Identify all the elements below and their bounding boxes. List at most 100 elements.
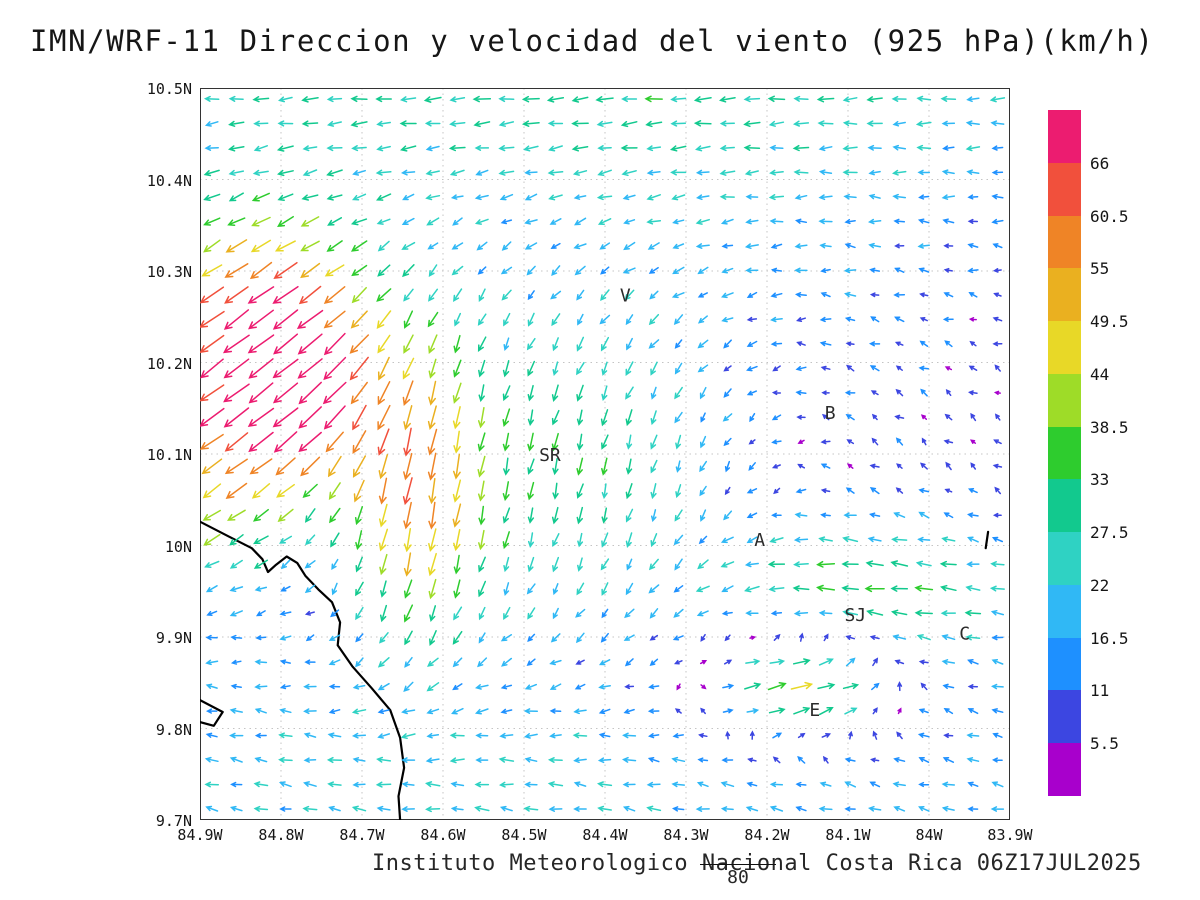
wind-arrow xyxy=(871,682,880,691)
wind-arrow xyxy=(795,390,807,396)
wind-arrow xyxy=(623,634,635,641)
wind-arrow xyxy=(377,381,391,406)
wind-arrow xyxy=(474,218,489,225)
wind-arrow xyxy=(503,606,511,621)
wind-arrow xyxy=(941,536,956,543)
colorbar-segment xyxy=(1048,426,1081,480)
wind-arrow xyxy=(205,805,219,812)
chart-title: IMN/WRF-11 Direccion y velocidad del vie… xyxy=(30,24,1155,58)
wind-arrow xyxy=(918,511,930,519)
wind-arrow xyxy=(575,632,585,644)
wind-arrow xyxy=(472,95,492,103)
wind-arrow xyxy=(967,194,979,200)
wind-arrow xyxy=(453,579,461,599)
wind-arrow xyxy=(700,633,706,642)
wind-arrow xyxy=(797,732,806,739)
wind-arrow xyxy=(548,194,563,201)
wind-arrow xyxy=(223,358,250,379)
wind-arrow xyxy=(502,360,510,378)
wind-arrow xyxy=(521,95,540,103)
wind-arrow xyxy=(773,633,781,641)
wind-arrow xyxy=(894,316,905,323)
wind-arrow xyxy=(624,608,635,619)
wind-arrow xyxy=(870,757,880,763)
wind-arrow xyxy=(452,657,463,668)
wind-arrow xyxy=(323,405,346,430)
wind-arrow xyxy=(502,432,510,452)
wind-arrow xyxy=(770,292,783,298)
wind-arrow xyxy=(551,506,559,525)
colorbar-segment xyxy=(1048,479,1081,533)
wind-arrow xyxy=(202,483,222,499)
wind-arrow xyxy=(674,386,683,400)
wind-arrow xyxy=(891,169,907,176)
wind-arrow xyxy=(350,95,368,103)
wind-arrow xyxy=(551,265,561,277)
wind-arrow xyxy=(304,560,316,569)
wind-arrow xyxy=(820,267,831,274)
wind-arrow xyxy=(229,805,243,812)
wind-arrow xyxy=(989,585,1005,592)
wind-arrow xyxy=(498,95,515,103)
wind-arrow xyxy=(700,707,706,715)
y-tick-label: 10.4N xyxy=(146,171,192,190)
wind-arrow xyxy=(449,120,466,127)
wind-arrow xyxy=(970,462,977,470)
wind-arrow xyxy=(723,365,732,372)
wind-arrow xyxy=(601,385,608,401)
wind-arrow xyxy=(454,312,462,327)
wind-arrow xyxy=(552,607,559,620)
wind-arrow xyxy=(401,781,415,788)
wind-arrow xyxy=(871,413,878,421)
wind-arrow xyxy=(301,120,319,127)
wind-arrow xyxy=(725,730,731,740)
wind-arrow xyxy=(524,242,538,250)
wind-arrow xyxy=(278,732,293,739)
wind-arrow xyxy=(426,708,440,715)
wind-arrow xyxy=(200,384,225,402)
wind-arrow xyxy=(921,437,927,446)
wind-arrow xyxy=(254,586,268,592)
wind-arrow xyxy=(991,634,1004,641)
wind-arrow xyxy=(745,218,759,225)
wind-arrow xyxy=(723,659,733,665)
wind-arrow xyxy=(770,316,783,323)
wind-arrow xyxy=(478,606,486,621)
wind-arrow xyxy=(820,463,831,469)
wind-arrow xyxy=(453,288,463,302)
wind-arrow xyxy=(869,463,880,469)
wind-arrow xyxy=(474,805,490,812)
wind-arrow xyxy=(969,439,977,444)
wind-arrow xyxy=(994,486,1002,495)
wind-arrow xyxy=(968,390,978,396)
wind-arrow xyxy=(477,480,486,502)
wind-arrow xyxy=(527,312,535,327)
wind-arrow xyxy=(917,169,931,176)
wind-arrow xyxy=(623,219,636,225)
wind-arrow xyxy=(769,537,784,544)
wind-arrow xyxy=(349,334,370,354)
wind-arrow xyxy=(890,609,908,616)
wind-arrow xyxy=(600,289,610,301)
wind-arrow xyxy=(699,386,707,400)
wind-arrow xyxy=(942,756,955,763)
wind-arrow xyxy=(377,240,390,252)
wind-arrow xyxy=(527,290,535,301)
wind-arrow xyxy=(329,507,341,524)
wind-arrow xyxy=(721,267,734,274)
wind-arrow xyxy=(871,437,879,446)
wind-arrow xyxy=(842,536,859,543)
wind-arrow xyxy=(671,806,685,812)
wind-arrow xyxy=(696,610,709,617)
wind-arrow xyxy=(453,359,462,378)
wind-arrow xyxy=(598,732,611,739)
wind-arrow xyxy=(846,463,854,469)
wind-arrow xyxy=(400,733,416,740)
wind-arrow xyxy=(276,483,295,498)
wind-arrow xyxy=(377,708,390,715)
wind-arrow xyxy=(799,632,804,642)
wind-arrow xyxy=(254,683,268,690)
wind-arrow xyxy=(648,266,659,274)
wind-arrow xyxy=(201,264,223,277)
wind-arrow xyxy=(892,634,907,641)
